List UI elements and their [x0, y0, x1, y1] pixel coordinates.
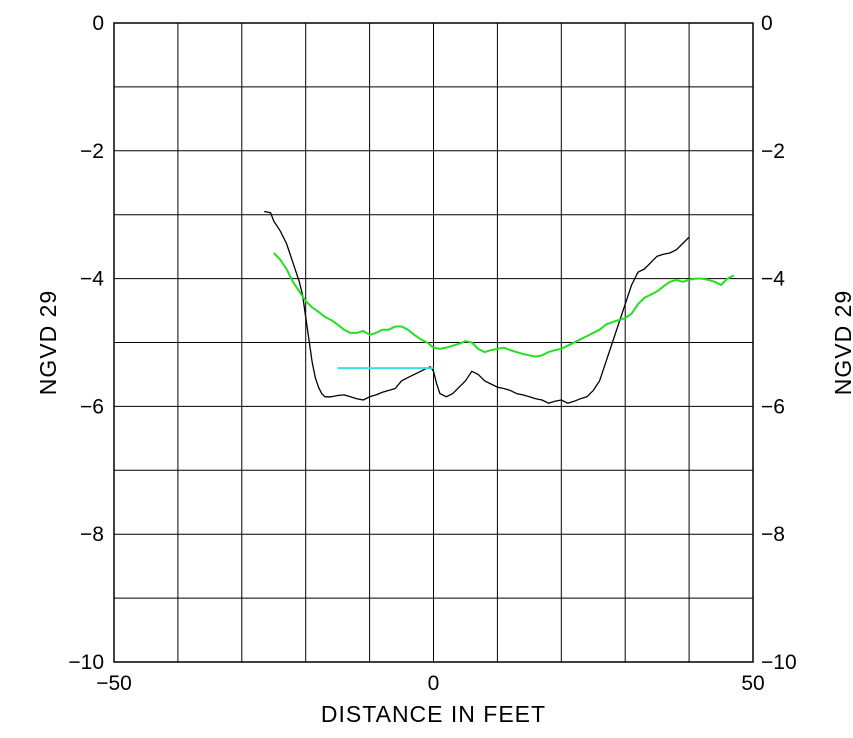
grid — [113, 22, 754, 663]
x-tick-label: −50 — [96, 672, 132, 695]
y-axis-title-right: NGVD 29 — [830, 290, 853, 395]
y-tick-label-right: −8 — [761, 523, 785, 546]
series-line-1 — [273, 252, 735, 358]
y-tick-label-left: −2 — [80, 140, 104, 163]
y-tick-label-right: −2 — [761, 140, 785, 163]
series-group — [264, 210, 735, 404]
y-axis-title-left: NGVD 29 — [35, 290, 61, 395]
y-tick-label-left: −4 — [80, 268, 104, 291]
y-tick-label-left: −8 — [80, 523, 104, 546]
tick-labels: −50 0 50 0 0 −2 −2 −4 −4 −6 −6 −8 −8 −10 −10 — [68, 12, 796, 695]
x-tick-label: 50 — [741, 672, 764, 695]
y-tick-label-left: −6 — [80, 395, 104, 418]
series-line-0 — [264, 210, 690, 404]
y-tick-label-right: −6 — [761, 395, 785, 418]
x-tick-label: 0 — [428, 672, 440, 695]
y-tick-label-left: −10 — [68, 651, 104, 674]
y-tick-label-right: −10 — [761, 651, 797, 674]
x-axis-title: DISTANCE IN FEET — [321, 701, 546, 727]
y-tick-label-right: 0 — [761, 12, 773, 35]
plot-frame — [113, 22, 754, 663]
y-tick-label-right: −4 — [761, 268, 785, 291]
y-tick-label-left: 0 — [92, 12, 104, 35]
